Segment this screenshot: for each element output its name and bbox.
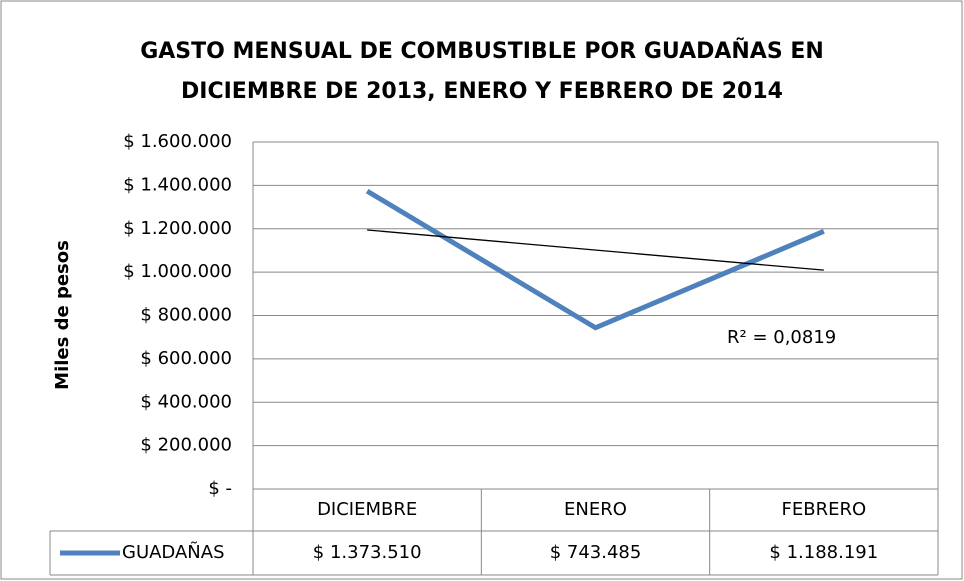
chart-title: GASTO MENSUAL DE COMBUSTIBLE POR GUADAÑA… — [140, 38, 824, 64]
y-tick-label: $ 1.600.000 — [123, 131, 232, 152]
y-tick-label: $ 1.000.000 — [123, 261, 232, 282]
data-table-value: $ 1.188.191 — [769, 542, 878, 563]
chart-title: DICIEMBRE DE 2013, ENERO Y FEBRERO DE 20… — [181, 79, 783, 104]
x-tick-label: DICIEMBRE — [317, 499, 417, 520]
y-tick-label: $ 1.200.000 — [123, 218, 232, 239]
y-tick-label: $ 600.000 — [140, 348, 232, 369]
y-tick-label: $ 1.400.000 — [123, 174, 232, 195]
trendline — [367, 229, 824, 271]
trendline-annotation: R² = 0,0819 — [727, 327, 836, 348]
data-table-value: $ 743.485 — [550, 542, 642, 563]
y-tick-label: $ - — [208, 478, 232, 499]
y-tick-label: $ 800.000 — [140, 305, 232, 326]
legend-label: GUADAÑAS — [122, 541, 225, 563]
y-tick-label: $ 400.000 — [140, 391, 232, 412]
x-tick-label: ENERO — [564, 499, 627, 520]
x-tick-label: FEBRERO — [782, 499, 867, 520]
y-axis-label: Miles de pesos — [52, 240, 73, 390]
data-table-value: $ 1.373.510 — [313, 542, 422, 563]
y-tick-label: $ 200.000 — [140, 435, 232, 456]
